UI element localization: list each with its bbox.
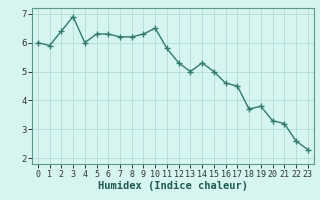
X-axis label: Humidex (Indice chaleur): Humidex (Indice chaleur) <box>98 181 248 191</box>
